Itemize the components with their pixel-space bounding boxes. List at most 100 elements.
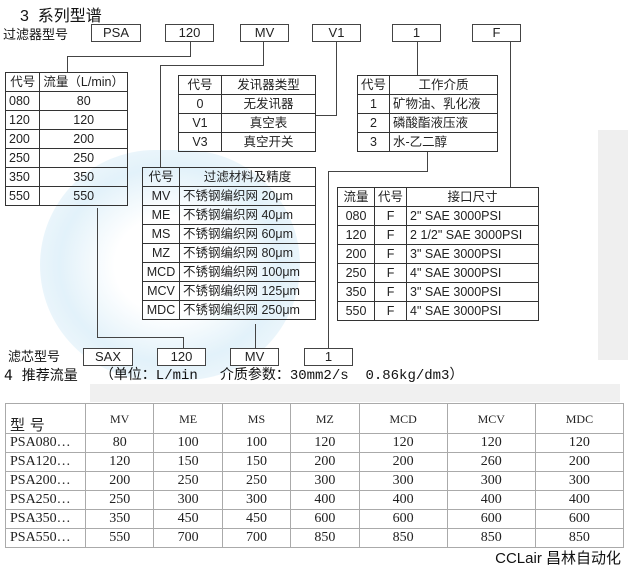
table-cell: 矿物油、乳化液 — [389, 94, 498, 114]
connector — [427, 152, 428, 172]
table-cell: 0 — [178, 94, 222, 114]
table-cell: 无发讯器 — [221, 94, 316, 114]
table-cell: 350 — [4, 167, 41, 187]
table-cell: 3" SAE 3000PSI — [406, 244, 539, 264]
column-header: MV — [84, 403, 155, 434]
table-cell: 250 — [4, 148, 41, 168]
table-cell: 200 — [4, 129, 41, 149]
watermark-bar — [90, 384, 620, 402]
table-row: 120 120 — [4, 110, 128, 130]
flow-value-cell: 100 — [153, 433, 223, 453]
column-header: 工作介质 — [389, 75, 498, 95]
table-cell: MS — [142, 224, 180, 244]
table-cell: V3 — [178, 132, 222, 152]
table-row: PSA250… 250 300 300 400 400 400 400 — [5, 490, 625, 510]
column-header: 接口尺寸 — [406, 187, 539, 207]
table-cell: MZ — [142, 243, 180, 263]
code-box-medium: 1 — [392, 24, 441, 42]
column-header: 代号 — [142, 167, 180, 187]
table-row: V3 真空开关 — [178, 132, 316, 152]
flow-value-cell: 450 — [221, 509, 292, 529]
table-cell: 不锈钢编织网 80μm — [179, 243, 316, 263]
connector — [315, 115, 337, 116]
column-header: MDC — [534, 403, 625, 434]
element-code-box-medium: 1 — [304, 348, 353, 366]
watermark-bar-right — [598, 130, 628, 360]
table-cell: 200 — [39, 129, 128, 149]
flow-value-cell: 300 — [534, 471, 625, 491]
model-cell: PSA120… — [5, 452, 86, 472]
table-cell: F — [373, 301, 408, 321]
connector — [510, 42, 511, 188]
flow-value-cell: 200 — [84, 471, 155, 491]
table-row: 0 无发讯器 — [178, 94, 316, 114]
section3-title: 3 系列型谱 — [20, 8, 102, 25]
table-header-row: 代号 过滤材料及精度 — [142, 167, 316, 187]
element-model-label: 滤芯型号 — [8, 349, 61, 364]
table-cell: MCD — [142, 262, 180, 282]
flow-value-cell: 300 — [290, 471, 360, 491]
section4-units: （单位：L/min — [99, 368, 198, 384]
model-cell: PSA200… — [5, 471, 86, 491]
table-cell: 080 — [4, 91, 41, 111]
flow-value-cell: 200 — [358, 452, 448, 472]
flow-value-cell: 450 — [153, 509, 223, 529]
connector — [328, 171, 428, 172]
table-row: MS 不锈钢编织网 60μm — [142, 224, 316, 244]
code-box-material: MV — [240, 24, 289, 42]
flow-value-cell: 150 — [221, 452, 292, 472]
table-cell: 350 — [39, 167, 128, 187]
table-row: 200 200 — [4, 129, 128, 149]
connector — [417, 42, 418, 76]
element-code-box-material: MV — [230, 348, 279, 366]
element-code-box-flow: 120 — [157, 348, 206, 366]
table-row: MV 不锈钢编织网 20μm — [142, 186, 316, 206]
table-row: 2 磷酸酯液压液 — [356, 113, 498, 133]
table-cell: 磷酸酯液压液 — [389, 113, 498, 133]
filter-model-label: 过滤器型号 — [3, 27, 69, 42]
table-cell: 4" SAE 3000PSI — [406, 263, 539, 283]
table-row: V1 真空表 — [178, 113, 316, 133]
flow-value-cell: 700 — [221, 528, 292, 548]
table-cell: 不锈钢编织网 250μm — [179, 300, 316, 320]
table-cell: F — [373, 263, 408, 283]
connector — [336, 42, 337, 116]
table-cell: F — [373, 244, 408, 264]
flow-value-cell: 100 — [221, 433, 292, 453]
table-cell: 2 — [356, 113, 391, 133]
connector — [67, 56, 191, 57]
table-cell: 550 — [337, 301, 375, 321]
table-cell: MDC — [142, 300, 180, 320]
flow-value-cell: 80 — [84, 433, 155, 453]
table-cell: 3 — [356, 132, 391, 152]
table-row: 250 250 — [4, 148, 128, 168]
table-cell: 550 — [39, 186, 128, 206]
table-row: 080 F 2" SAE 3000PSI — [337, 206, 539, 226]
flow-code-table: 代号 流量（L/min） 080 80 120 120 200 200 250 250 350 350… — [4, 72, 128, 206]
table-row: PSA550… 550 700 700 850 850 850 850 — [5, 528, 625, 548]
signal-type-table: 代号 发讯器类型 0 无发讯器 V1 真空表 V3 真空开关 — [178, 75, 316, 152]
table-cell: 250 — [39, 148, 128, 168]
table-cell: MCV — [142, 281, 180, 301]
table-row: MDC 不锈钢编织网 250μm — [142, 300, 316, 320]
column-header: MCV — [446, 403, 536, 434]
table-cell: MV — [142, 186, 180, 206]
table-cell: 真空开关 — [221, 132, 316, 152]
table-cell: ME — [142, 205, 180, 225]
flow-value-cell: 550 — [84, 528, 155, 548]
flow-value-cell: 200 — [534, 452, 625, 472]
flow-value-cell: 400 — [358, 490, 448, 510]
section4-params: 介质参数：30mm2/s 0.86kg/dm3） — [219, 368, 464, 384]
flow-value-cell: 600 — [446, 509, 536, 529]
connector — [160, 65, 264, 66]
table-row: PSA350… 350 450 450 600 600 600 600 — [5, 509, 625, 529]
table-header-row: 流量 代号 接口尺寸 — [337, 187, 539, 207]
connector — [328, 171, 329, 348]
column-header: MCD — [358, 403, 448, 434]
table-header-row: 代号 工作介质 — [356, 75, 498, 95]
flow-value-cell: 600 — [534, 509, 625, 529]
table-cell: 550 — [4, 186, 41, 206]
column-header: 代号 — [178, 75, 222, 95]
table-cell: 不锈钢编织网 100μm — [179, 262, 316, 282]
flow-value-cell: 120 — [534, 433, 625, 453]
